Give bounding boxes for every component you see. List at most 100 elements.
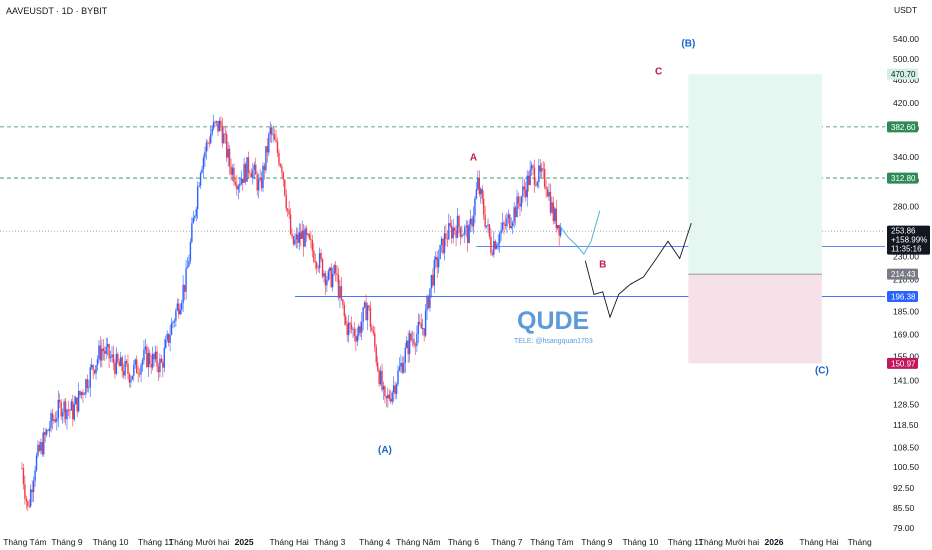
candle-body (104, 351, 106, 354)
candle-body (166, 333, 168, 340)
candle-body (191, 223, 193, 242)
candle-body (211, 128, 213, 134)
candle-body (234, 181, 237, 185)
candle-body (217, 121, 219, 132)
candle-body (37, 444, 39, 456)
candle-body (196, 186, 199, 210)
candle-body (205, 142, 208, 152)
candle-body (92, 364, 94, 370)
candle-body (469, 218, 472, 225)
currency-label: USDT (894, 5, 917, 15)
x-tick-label: Tháng Năm (396, 537, 440, 547)
candle-body (228, 148, 231, 167)
candle-body (504, 224, 507, 227)
candle-body (376, 362, 379, 371)
candle-body (73, 404, 75, 420)
candle-body (80, 392, 83, 396)
y-tick-label: 420.00 (893, 98, 919, 108)
candle-body (397, 370, 399, 385)
candle-body (35, 455, 38, 471)
candle-body (523, 186, 526, 190)
watermark-sub: TELE: @hsangquan1703 (514, 338, 593, 345)
candle-body (455, 230, 457, 238)
candle-body (294, 239, 296, 245)
candle-body (284, 179, 286, 196)
candle-body (272, 134, 274, 136)
candle-body (210, 133, 212, 144)
candle-body (472, 215, 475, 227)
candle-body (401, 362, 404, 373)
candle-body (98, 345, 100, 360)
candle-body (21, 468, 23, 469)
candle-body (233, 167, 235, 182)
candle-body (413, 339, 415, 345)
candle-body (185, 268, 187, 292)
y-tick-label: 128.50 (893, 399, 919, 409)
candle-body (101, 348, 103, 361)
candle-body (326, 279, 328, 286)
candle-body (240, 178, 242, 185)
x-tick-label: Tháng 6 (448, 537, 479, 547)
reward-zone (688, 74, 822, 275)
candle-body (75, 397, 77, 405)
candle-body (189, 241, 192, 261)
candle-body (443, 233, 446, 254)
candle-body (288, 210, 290, 215)
price-axis[interactable]: 540.00500.00460.00420.00380.00340.00310.… (893, 34, 919, 533)
candle-body (445, 233, 447, 239)
candle-body (236, 184, 238, 190)
candle-body (263, 165, 266, 171)
candle-body (160, 358, 163, 363)
candle-body (384, 386, 386, 396)
candle-body (64, 401, 67, 420)
candle-body (271, 127, 273, 135)
wave-label: (B) (681, 38, 695, 49)
candle-body (40, 442, 42, 451)
candle-body (295, 234, 298, 240)
candle-body (552, 202, 555, 222)
candle-body (170, 323, 173, 335)
candle-body (407, 340, 409, 355)
candle-body (221, 125, 224, 144)
candle-body (47, 429, 49, 431)
candle-body (144, 346, 147, 350)
candle-body (509, 214, 511, 229)
candle-body (167, 333, 170, 343)
candle-body (529, 169, 531, 185)
candle-body (500, 229, 502, 234)
current-price-text: 11:35:16 (891, 245, 922, 254)
candle-body (96, 359, 99, 366)
candle-body (466, 225, 469, 244)
candle-body (411, 339, 414, 341)
x-tick-label: Tháng 10 (622, 537, 658, 547)
candle-body (503, 222, 505, 225)
candle-body (125, 360, 128, 364)
candle-body (260, 178, 263, 189)
candle-body (30, 489, 32, 507)
candle-body (485, 225, 488, 227)
candle-body (456, 215, 459, 238)
candle-body (72, 401, 74, 420)
price-tag-bg (887, 172, 918, 184)
candle-body (481, 188, 483, 199)
candle-body (108, 344, 110, 359)
candle-body (239, 184, 241, 187)
candle-body (140, 365, 142, 375)
candle-body (498, 233, 501, 244)
candle-body (61, 412, 64, 417)
candle-body (88, 387, 90, 389)
candle-body (163, 348, 165, 368)
symbol-title[interactable]: AAVEUSDT · 1D · BYBIT (6, 6, 108, 16)
candle-body (345, 316, 347, 325)
candle-body (304, 228, 306, 247)
current-price-box (887, 225, 930, 255)
candle-body (471, 218, 473, 227)
candle-body (390, 398, 392, 402)
candle-body (289, 214, 292, 234)
candle-body (44, 432, 46, 435)
candle-body (484, 214, 486, 227)
candle-body (551, 202, 553, 213)
candle-body (102, 348, 104, 352)
candle-body (416, 333, 418, 347)
